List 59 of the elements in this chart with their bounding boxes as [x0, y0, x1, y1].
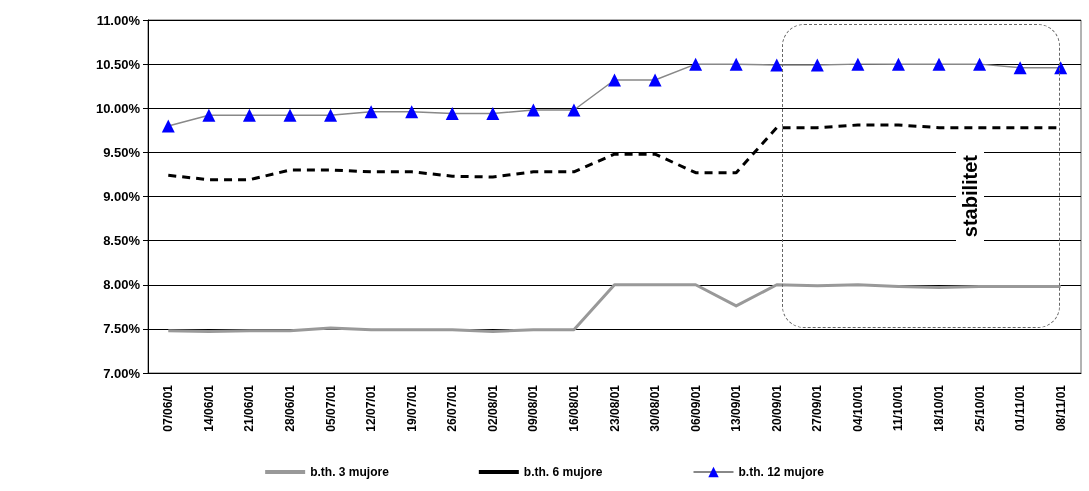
x-tick-label: 26/07/01 [445, 384, 460, 432]
point [851, 57, 865, 71]
y-tick-label: 10.00% [95, 100, 141, 116]
point [242, 108, 256, 122]
y-tick-label: 8.00% [103, 277, 141, 293]
point [364, 105, 378, 119]
point [689, 57, 703, 71]
x-tick-label: 27/09/01 [810, 384, 825, 432]
point [891, 57, 905, 71]
x-tick-label: 14/06/01 [201, 384, 216, 432]
x-tick-label: 21/06/01 [242, 384, 257, 432]
x-tick-label: 06/09/01 [688, 384, 703, 432]
annotation: stabilitet [959, 154, 981, 238]
point [324, 108, 338, 122]
x-tick-label: 05/07/01 [323, 384, 338, 432]
x-tick-label: 23/08/01 [607, 384, 622, 432]
x-tick-label: 25/10/01 [972, 384, 987, 432]
x-tick-label: 07/06/01 [161, 384, 176, 432]
y-tick-label: 9.50% [103, 144, 141, 160]
point [973, 57, 987, 71]
y-tick-label: 8.50% [103, 233, 141, 249]
x-tick-label: 12/07/01 [364, 384, 379, 432]
y-tick-label: 7.00% [103, 365, 141, 381]
legend-label: b.th. 12 mujore [738, 465, 825, 479]
x-tick-label: 18/10/01 [932, 384, 947, 432]
x-tick-label: 11/10/01 [891, 384, 906, 432]
x-tick-label: 16/08/01 [566, 384, 581, 432]
x-tick-label: 13/09/01 [729, 384, 744, 432]
point [810, 58, 824, 72]
point [445, 107, 459, 121]
point [648, 73, 662, 87]
x-tick-label: 08/11/01 [1053, 384, 1068, 432]
point [405, 105, 419, 119]
x-tick-label: 20/09/01 [769, 384, 784, 432]
point [567, 103, 581, 117]
x-tick-label: 19/07/01 [404, 384, 419, 432]
point [608, 73, 621, 87]
x-tick-label: 30/08/01 [648, 384, 663, 432]
y-tick-label: 10.50% [95, 56, 141, 72]
legend-label: b.th. 6 mujore [523, 465, 603, 479]
point [202, 108, 216, 122]
point [729, 57, 743, 71]
x-tick-label: 01/11/01 [1013, 384, 1028, 432]
x-tick-label: 28/06/01 [282, 384, 297, 432]
legend-label: b.th. 3 mujore [310, 465, 390, 479]
y-tick-label: 9.00% [103, 189, 141, 204]
x-tick-label: 04/10/01 [850, 384, 865, 432]
point [1013, 61, 1027, 75]
point [486, 107, 500, 121]
point [526, 103, 540, 117]
y-tick-label: 7.50% [103, 321, 141, 337]
x-tick-label: 02/08/01 [485, 384, 500, 432]
point [161, 119, 175, 133]
point [932, 57, 946, 71]
point [770, 58, 784, 72]
x-tick-label: 09/08/01 [526, 384, 541, 432]
line-series [166, 283, 1063, 334]
point [283, 108, 297, 122]
y-tick-label: 11.00% [96, 12, 141, 28]
